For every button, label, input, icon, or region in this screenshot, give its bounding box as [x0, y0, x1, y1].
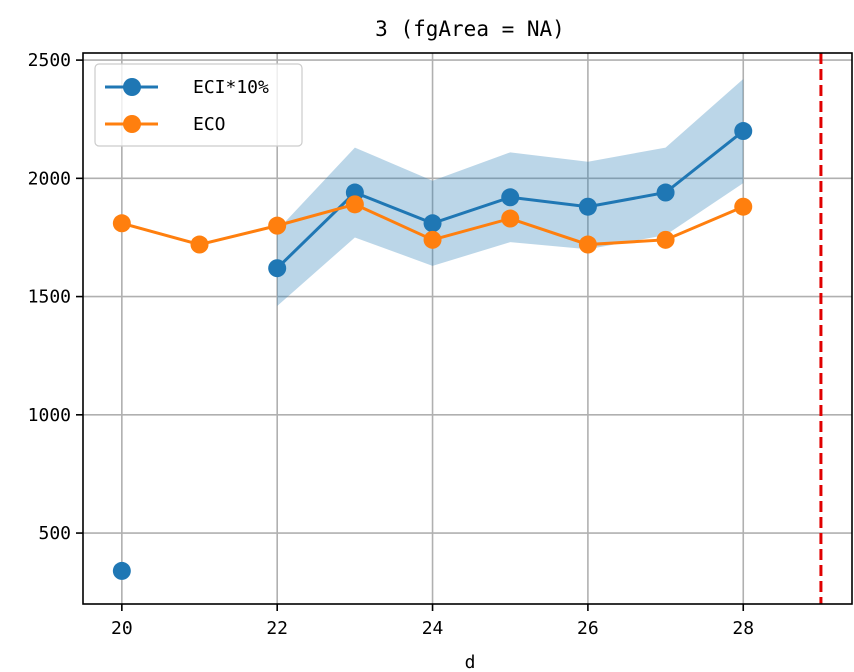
legend-marker-eco	[123, 115, 141, 133]
data-point-eci-10	[656, 183, 675, 202]
data-point-eci-10	[423, 214, 442, 233]
legend: ECI*10% ECO	[94, 63, 303, 147]
data-point-eco	[345, 195, 364, 214]
data-point-eci-10	[268, 259, 287, 278]
x-tick-label: 20	[111, 618, 133, 639]
data-point-eci-10	[501, 188, 520, 207]
data-point-eco	[268, 216, 287, 235]
data-point-eci-10	[112, 561, 131, 580]
legend-label-eci-10: ECI*10%	[193, 77, 269, 98]
y-tick-label: 1500	[28, 287, 71, 308]
y-tick-label: 500	[38, 523, 71, 544]
data-point-eco	[578, 235, 597, 254]
plot-frame	[82, 52, 853, 605]
axis-ticks-layer: 20 22 24 26 28 500 1000 1500 2000 2500	[28, 50, 754, 639]
data-point-eco	[734, 197, 753, 216]
series-points-layer	[112, 122, 753, 580]
data-point-eco	[112, 214, 131, 233]
data-point-eco	[501, 209, 520, 228]
data-point-eco	[190, 235, 209, 254]
x-axis-label: d	[465, 652, 476, 672]
data-point-eco	[423, 230, 442, 249]
legend-label-eco: ECO	[193, 114, 226, 135]
y-tick-label: 2000	[28, 168, 71, 189]
x-tick-label: 22	[266, 618, 288, 639]
legend-marker-eci-10	[123, 78, 141, 96]
data-point-eci-10	[734, 122, 753, 141]
x-tick-label: 24	[422, 618, 444, 639]
y-tick-label: 1000	[28, 405, 71, 426]
y-tick-label: 2500	[28, 50, 71, 71]
chart-title: 3 (fgArea = NA)	[375, 17, 565, 41]
data-point-eci-10	[578, 197, 597, 216]
data-point-eco	[656, 230, 675, 249]
x-tick-label: 26	[577, 618, 599, 639]
x-tick-label: 28	[732, 618, 754, 639]
